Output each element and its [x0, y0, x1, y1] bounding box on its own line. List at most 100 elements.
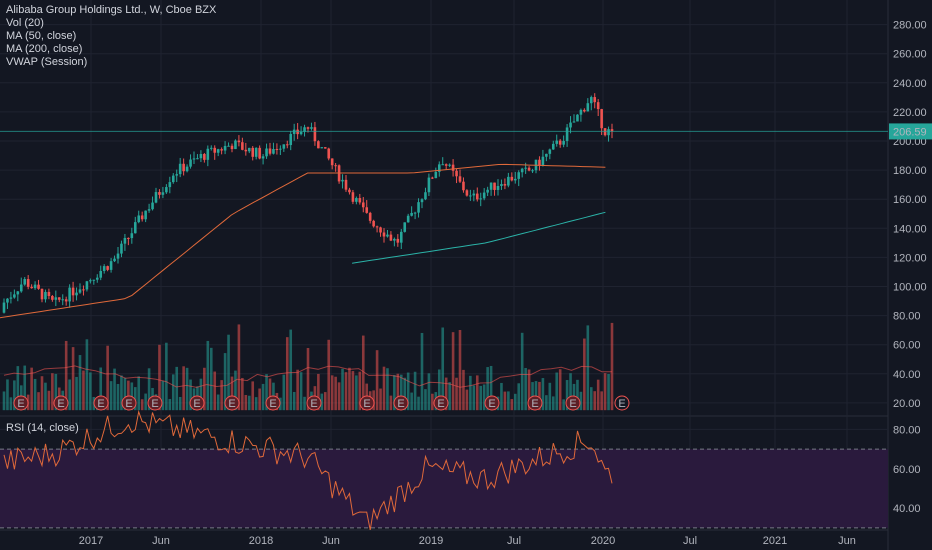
candle-body	[434, 171, 438, 179]
candle-body	[368, 212, 372, 221]
candle-body	[417, 202, 420, 213]
volume-bar	[399, 374, 403, 411]
candle-body	[85, 281, 89, 290]
candle-body	[513, 178, 517, 181]
earnings-marker	[265, 395, 281, 411]
volume-bar	[503, 391, 507, 411]
candle-body	[99, 270, 103, 278]
candle-body	[68, 287, 71, 302]
candle-body	[510, 176, 514, 181]
earnings-marker-label: E	[193, 398, 200, 410]
volume-bar	[33, 378, 37, 411]
volume-bar	[51, 373, 54, 411]
candle-body	[268, 148, 272, 154]
candle-body	[348, 189, 351, 193]
candle-body	[275, 149, 279, 151]
rsi-legend[interactable]: RSI (14, close)	[6, 422, 79, 434]
volume-bar	[99, 367, 103, 411]
volume-bar	[500, 382, 503, 411]
candle-body	[289, 133, 293, 146]
candle-body	[399, 231, 403, 243]
volume-bar	[520, 332, 524, 411]
candle-body	[23, 279, 27, 285]
candle-body	[482, 192, 486, 199]
candle-body	[427, 177, 431, 193]
volume-bar	[82, 370, 85, 411]
volume-bar	[133, 387, 137, 411]
candle-body	[596, 102, 600, 110]
y-tick-label: 100.00	[893, 282, 927, 294]
candle-body	[327, 148, 331, 159]
volume-bar	[465, 389, 469, 411]
volume-bar	[144, 393, 147, 411]
volume-bar	[189, 379, 192, 411]
earnings-marker-label: E	[97, 398, 104, 410]
candle-body	[19, 284, 23, 292]
candle-body	[199, 153, 203, 159]
rsi-tick-label: 80.00	[893, 424, 921, 436]
candle-body	[171, 175, 175, 183]
volume-bar	[489, 365, 493, 411]
volume-bar	[323, 392, 327, 411]
volume-bar	[579, 391, 583, 411]
volume-bar	[551, 396, 555, 411]
candle-body	[37, 284, 40, 289]
candle-body	[576, 114, 579, 122]
volume-bar	[482, 384, 486, 411]
volume-bar	[334, 376, 337, 411]
candle-body	[323, 147, 327, 149]
y-tick-label: 60.00	[893, 340, 921, 352]
volume-bar	[140, 399, 144, 411]
legend-ma200[interactable]: MA (200, close)	[6, 43, 83, 55]
candle-body	[133, 222, 137, 234]
earnings-marker	[433, 395, 449, 411]
volume-bar	[603, 373, 607, 411]
legend-vwap[interactable]: VWAP (Session)	[6, 56, 88, 68]
earnings-marker-label: E	[618, 398, 625, 410]
volume-bar	[268, 378, 272, 411]
candle-body	[299, 131, 303, 135]
candle-body	[589, 97, 593, 104]
earnings-marker	[614, 395, 630, 411]
earnings-marker	[306, 395, 322, 411]
volume-bar	[379, 388, 382, 411]
legend-ma50[interactable]: MA (50, close)	[6, 30, 77, 42]
volume-bar	[403, 377, 407, 411]
earnings-marker	[53, 395, 69, 411]
candle-body	[520, 168, 524, 173]
candle-body	[285, 144, 289, 146]
volume-bar	[247, 395, 251, 411]
candle-body	[565, 127, 569, 141]
earnings-marker-label: E	[569, 398, 576, 410]
legend-title[interactable]: Alibaba Group Holdings Ltd., W, Cboe BZX	[6, 4, 217, 16]
volume-bars	[2, 322, 614, 411]
candle-body	[500, 184, 503, 186]
volume-bar	[569, 373, 572, 411]
volume-bar	[289, 329, 293, 411]
volume-bar	[9, 397, 13, 411]
candle-body	[465, 190, 469, 196]
candle-body	[303, 127, 306, 132]
candle-body	[610, 129, 614, 132]
candle-body	[127, 237, 130, 239]
candle-body	[130, 233, 134, 239]
rsi-band	[0, 448, 888, 529]
candle-body	[317, 141, 320, 149]
candle-body	[168, 182, 172, 188]
candle-body	[479, 198, 483, 200]
volume-bar	[562, 399, 565, 411]
volume-bar	[510, 399, 514, 411]
legend-vol[interactable]: Vol (20)	[6, 17, 44, 29]
candle-body	[230, 145, 234, 150]
candle-body	[558, 140, 562, 145]
candle-body	[586, 103, 590, 112]
volume-bar	[358, 371, 362, 411]
candle-body	[458, 176, 462, 182]
candle-body	[109, 261, 113, 270]
candle-body	[306, 127, 310, 129]
candle-body	[562, 140, 565, 145]
earnings-marker-label: E	[397, 398, 404, 410]
candle-body	[382, 232, 386, 237]
